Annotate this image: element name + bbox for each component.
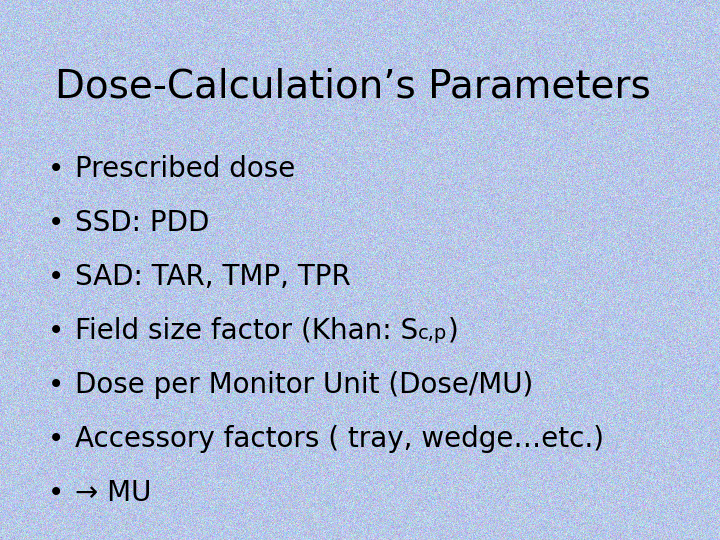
- Text: •: •: [48, 263, 64, 291]
- Text: •: •: [48, 479, 64, 507]
- Text: •: •: [48, 317, 64, 345]
- Text: ): ): [447, 317, 458, 345]
- Text: SAD: TAR, TMP, TPR: SAD: TAR, TMP, TPR: [75, 263, 351, 291]
- Text: Dose-Calculation’s Parameters: Dose-Calculation’s Parameters: [55, 68, 651, 106]
- Text: Field size factor (Khan: S: Field size factor (Khan: S: [75, 317, 418, 345]
- Text: c,p: c,p: [418, 324, 447, 343]
- Text: Accessory factors ( tray, wedge…etc.): Accessory factors ( tray, wedge…etc.): [75, 425, 604, 453]
- Text: Prescribed dose: Prescribed dose: [75, 155, 295, 183]
- Text: •: •: [48, 209, 64, 237]
- Text: SSD: PDD: SSD: PDD: [75, 209, 210, 237]
- Text: •: •: [48, 371, 64, 399]
- Text: •: •: [48, 425, 64, 453]
- Text: → MU: → MU: [75, 479, 151, 507]
- Text: •: •: [48, 155, 64, 183]
- Text: Dose per Monitor Unit (Dose/MU): Dose per Monitor Unit (Dose/MU): [75, 371, 534, 399]
